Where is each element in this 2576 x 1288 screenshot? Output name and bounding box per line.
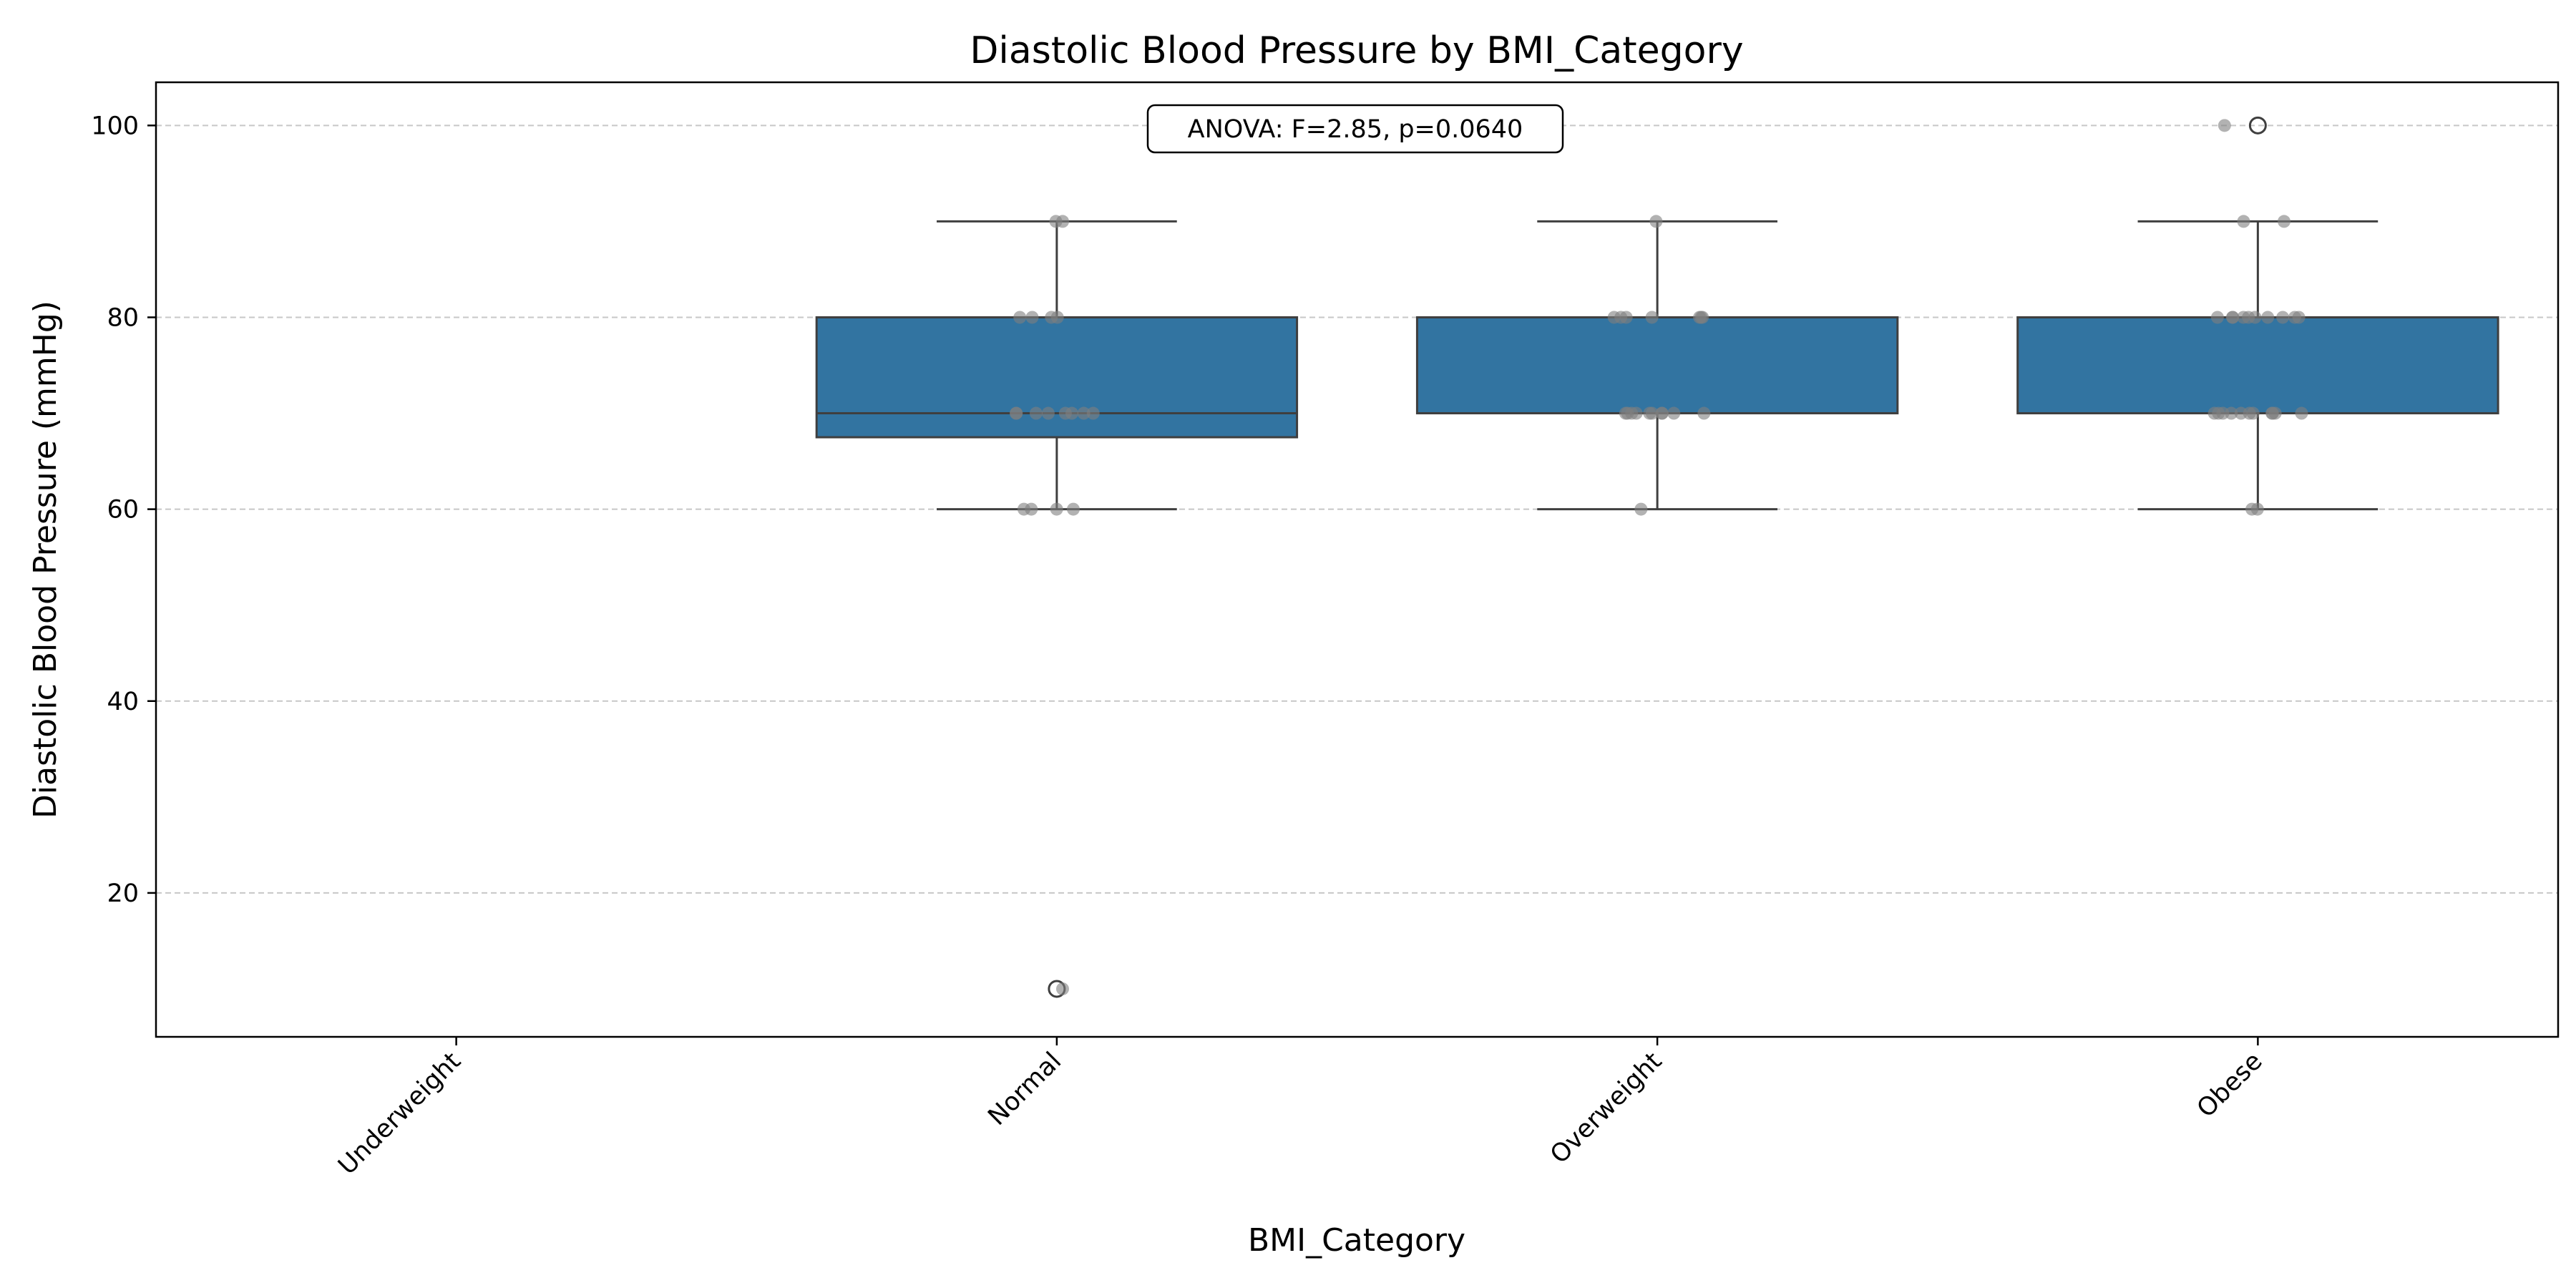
data-point-overweight	[1667, 406, 1681, 420]
data-point-obese	[2276, 311, 2290, 324]
data-point-obese	[2265, 406, 2279, 420]
data-point-normal	[1041, 406, 1055, 420]
y-tick-label-100: 100	[91, 112, 139, 140]
y-tick-label-20: 20	[107, 879, 139, 908]
data-point-overweight	[1625, 406, 1639, 420]
point-layer	[1010, 119, 2308, 995]
outlier-marker-obese	[2248, 116, 2267, 135]
box-obese	[2016, 116, 2499, 511]
data-point-obese	[2218, 119, 2231, 132]
data-point-obese	[2237, 215, 2250, 228]
box-layer	[815, 116, 2499, 998]
data-point-overweight	[1614, 311, 1628, 324]
data-point-overweight	[1655, 406, 1669, 420]
data-point-normal	[1029, 406, 1043, 420]
iqr-box-normal	[815, 316, 1299, 439]
data-point-normal	[1017, 502, 1030, 516]
data-point-obese	[2250, 502, 2264, 516]
plot-area-frame	[155, 81, 2560, 1038]
box-normal	[815, 220, 1299, 998]
data-point-obese	[2225, 406, 2238, 420]
data-point-normal	[1077, 406, 1091, 420]
data-point-obese	[2225, 311, 2239, 324]
iqr-box-obese	[2016, 316, 2499, 415]
data-point-obese	[2288, 311, 2301, 324]
data-point-normal	[1013, 311, 1027, 324]
y-tick-label-80: 80	[107, 303, 139, 332]
annotation-box	[1146, 104, 1564, 154]
data-point-normal	[1065, 406, 1079, 420]
data-point-obese	[2207, 406, 2221, 420]
iqr-box-overweight	[1415, 316, 1899, 415]
x-axis-label: BMI_Category	[1248, 1222, 1465, 1259]
data-point-obese	[2210, 311, 2224, 324]
data-point-overweight	[1697, 406, 1711, 420]
anova-annotation: ANOVA: F=2.85, p=0.0640	[1146, 104, 1564, 154]
data-point-obese	[2295, 406, 2308, 420]
data-point-overweight	[1645, 311, 1659, 324]
chart-title: Diastolic Blood Pressure by BMI_Category	[970, 29, 1743, 72]
data-point-normal	[1025, 311, 1039, 324]
data-point-obese	[2278, 215, 2291, 228]
data-point-obese	[2234, 406, 2248, 420]
data-point-overweight	[1694, 311, 1708, 324]
data-point-overweight	[1649, 215, 1663, 228]
data-point-overweight	[1634, 502, 1648, 516]
data-point-normal	[1056, 215, 1070, 228]
data-point-normal	[1055, 982, 1069, 995]
y-tick-label-60: 60	[107, 496, 139, 525]
data-point-normal	[1010, 406, 1023, 420]
data-point-obese	[2242, 311, 2255, 324]
data-point-normal	[1086, 406, 1100, 420]
data-point-normal	[1066, 502, 1080, 516]
y-tick-label-40: 40	[107, 688, 139, 716]
data-point-normal	[1050, 502, 1063, 516]
data-point-normal	[1050, 311, 1064, 324]
data-point-overweight	[1645, 406, 1659, 420]
annotation-text: ANOVA: F=2.85, p=0.0640	[1188, 115, 1523, 144]
y-axis-label: Diastolic Blood Pressure (mmHg)	[27, 301, 64, 819]
data-point-obese	[2261, 311, 2275, 324]
